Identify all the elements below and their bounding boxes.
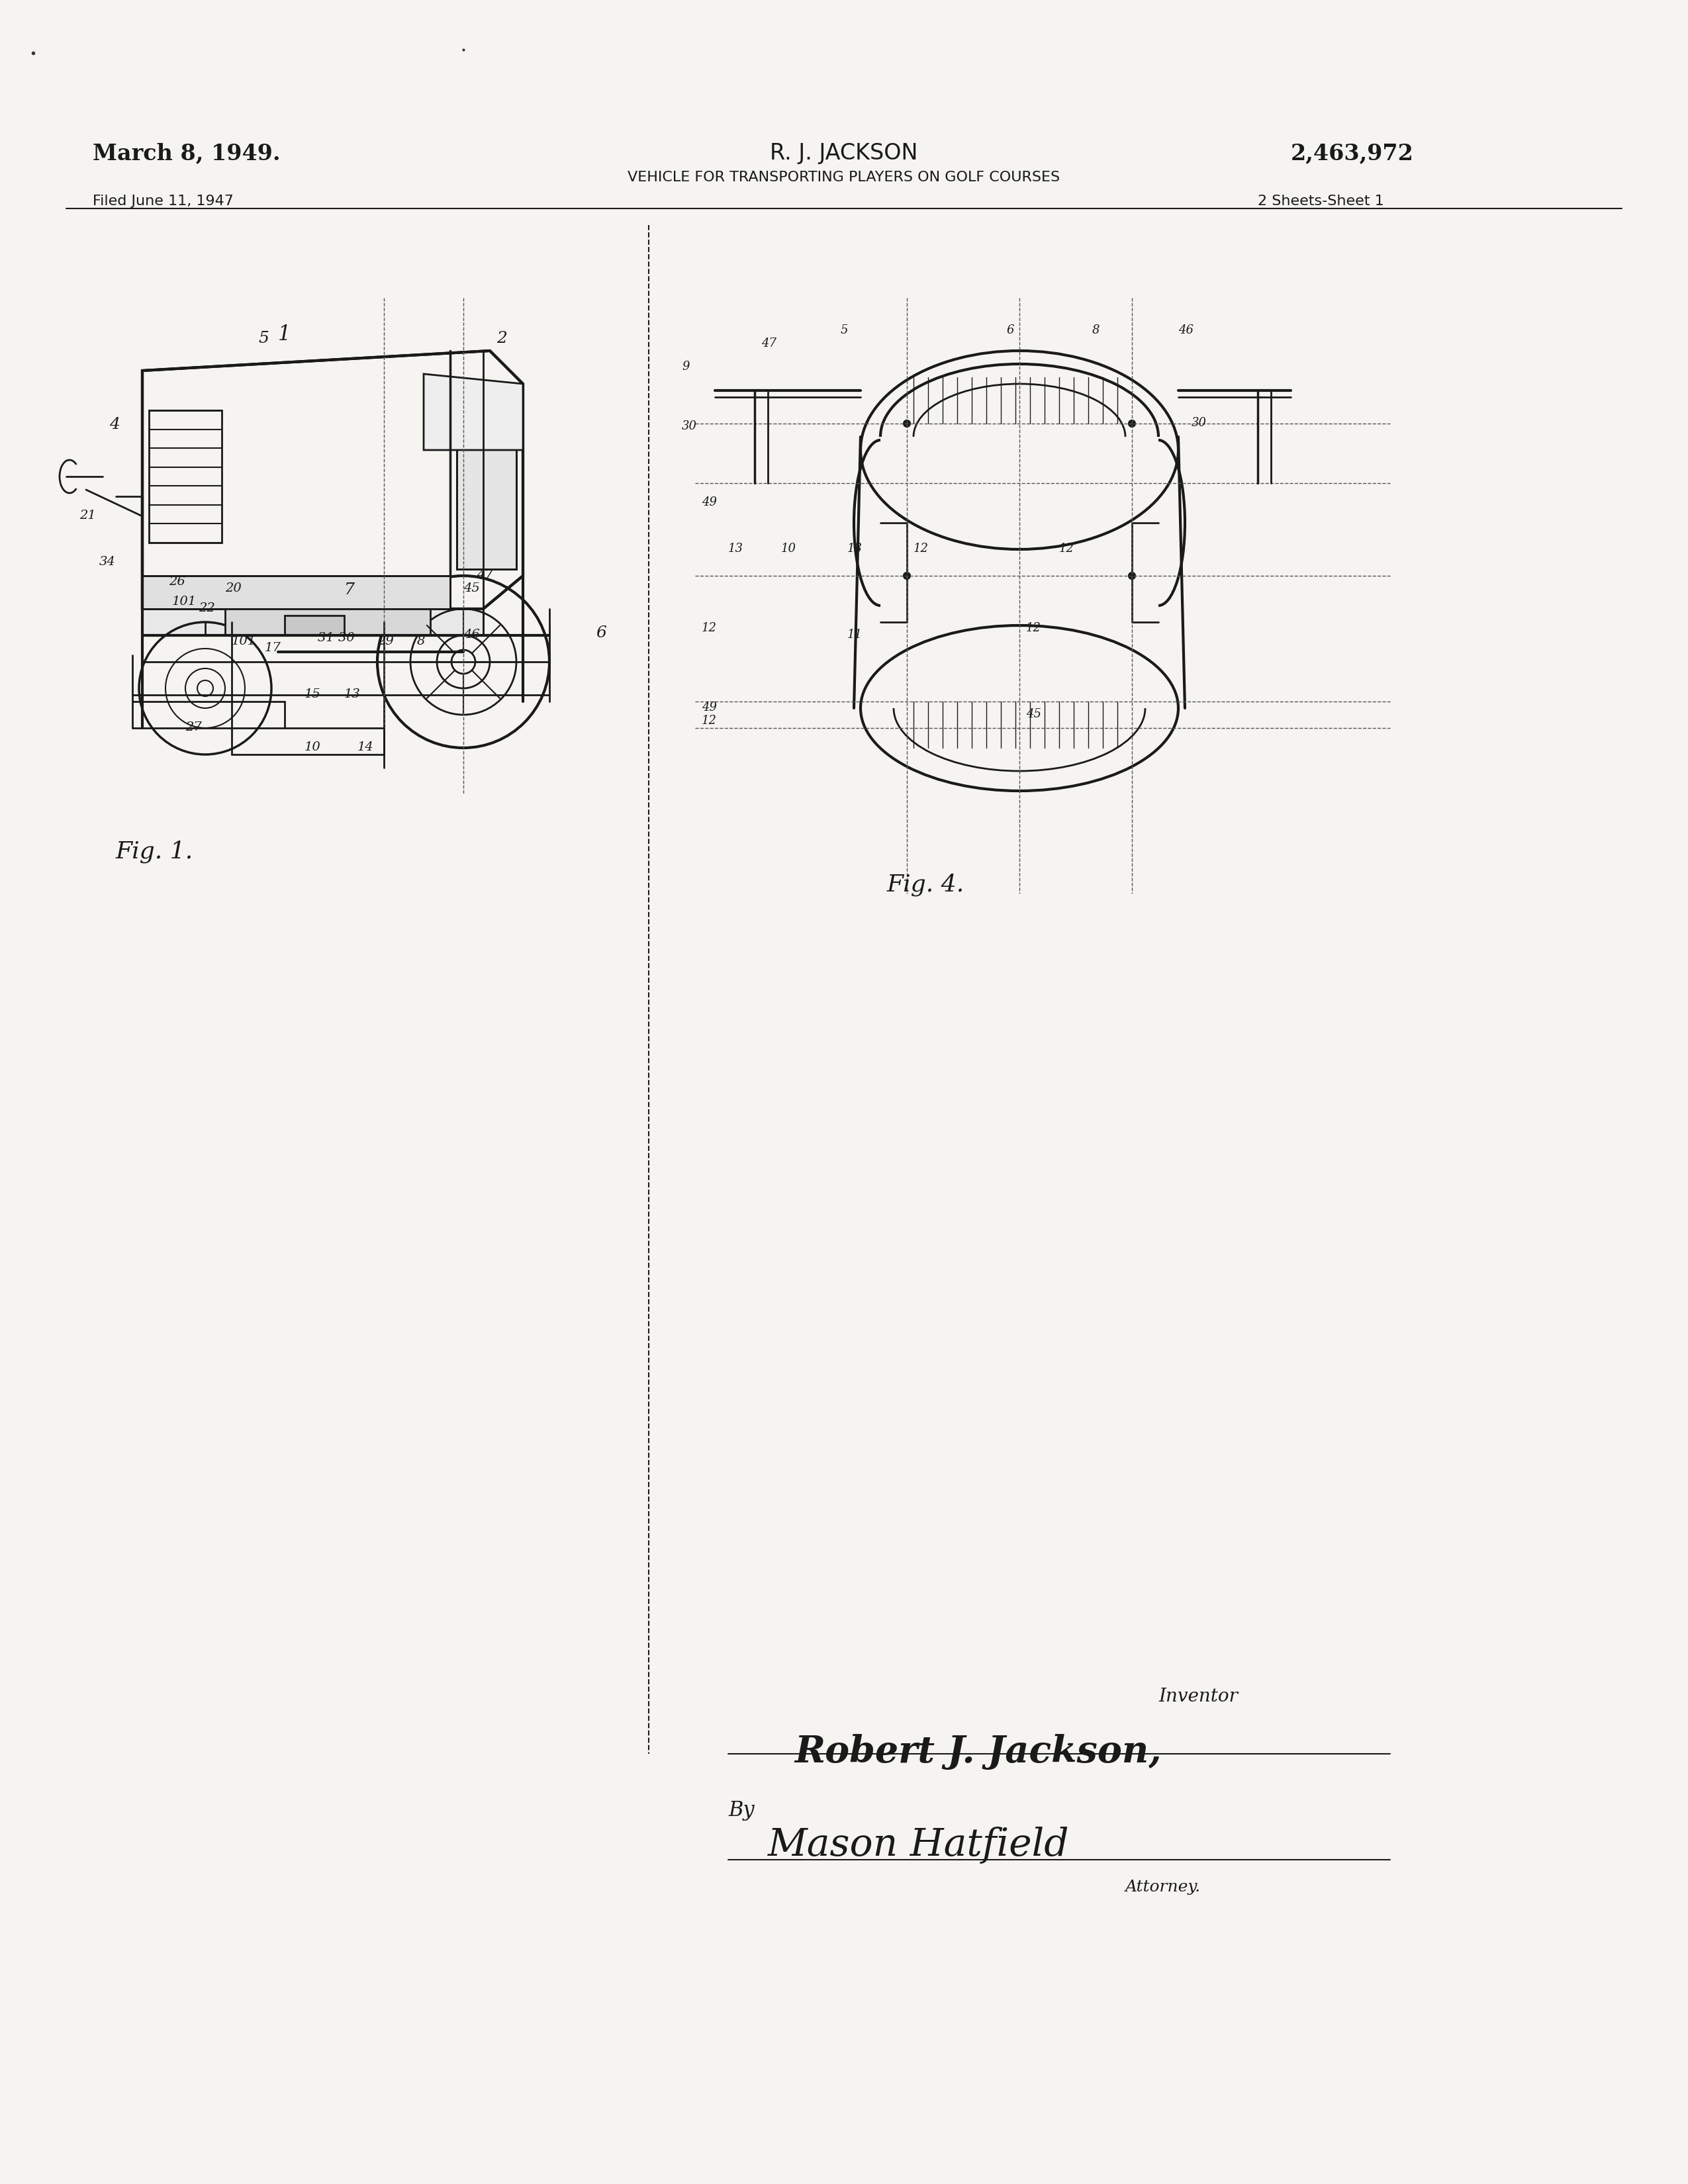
Text: 49: 49 bbox=[702, 701, 717, 714]
Text: 101: 101 bbox=[231, 636, 257, 646]
Text: 29: 29 bbox=[378, 636, 393, 646]
Text: 22: 22 bbox=[199, 603, 214, 614]
Text: 8: 8 bbox=[417, 636, 425, 646]
Text: 6: 6 bbox=[596, 625, 606, 640]
Text: Filed June 11, 1947: Filed June 11, 1947 bbox=[93, 194, 233, 207]
Circle shape bbox=[903, 572, 910, 579]
Polygon shape bbox=[285, 616, 344, 636]
Text: 13: 13 bbox=[728, 542, 743, 555]
Text: VEHICLE FOR TRANSPORTING PLAYERS ON GOLF COURSES: VEHICLE FOR TRANSPORTING PLAYERS ON GOLF… bbox=[628, 170, 1060, 183]
Text: 12: 12 bbox=[1026, 622, 1041, 633]
Circle shape bbox=[1129, 572, 1136, 579]
Text: Mason Hatfield: Mason Hatfield bbox=[768, 1826, 1070, 1863]
Text: Fig. 4.: Fig. 4. bbox=[886, 874, 964, 895]
Polygon shape bbox=[142, 577, 451, 609]
Text: 2,463,972: 2,463,972 bbox=[1291, 142, 1415, 164]
Text: 10: 10 bbox=[304, 740, 321, 753]
Text: 1: 1 bbox=[279, 323, 290, 345]
Text: 2: 2 bbox=[496, 332, 506, 345]
Polygon shape bbox=[225, 609, 430, 636]
Text: 12: 12 bbox=[1058, 542, 1074, 555]
Text: 49: 49 bbox=[702, 496, 717, 509]
Text: 12: 12 bbox=[702, 714, 717, 727]
Bar bbox=[149, 411, 221, 542]
Text: 47: 47 bbox=[761, 339, 776, 349]
Text: 46: 46 bbox=[464, 629, 479, 640]
Text: R. J. JACKSON: R. J. JACKSON bbox=[770, 142, 918, 164]
Text: 11: 11 bbox=[847, 629, 863, 640]
Text: 4: 4 bbox=[110, 417, 120, 432]
Text: 21: 21 bbox=[79, 509, 96, 522]
Text: 101: 101 bbox=[172, 596, 197, 607]
Text: March 8, 1949.: March 8, 1949. bbox=[93, 142, 280, 164]
Text: 27: 27 bbox=[186, 721, 203, 734]
Text: 31 30: 31 30 bbox=[317, 631, 354, 644]
Text: By: By bbox=[728, 1800, 755, 1821]
Polygon shape bbox=[142, 352, 523, 609]
Circle shape bbox=[1129, 419, 1136, 426]
Polygon shape bbox=[457, 411, 517, 570]
Text: 8: 8 bbox=[1092, 323, 1101, 336]
Text: 12: 12 bbox=[702, 622, 717, 633]
Polygon shape bbox=[142, 609, 483, 636]
Text: 17: 17 bbox=[265, 642, 282, 653]
Text: 9: 9 bbox=[682, 360, 689, 373]
Text: 13: 13 bbox=[344, 688, 361, 701]
Text: Inventor: Inventor bbox=[1158, 1688, 1237, 1706]
Circle shape bbox=[903, 419, 910, 426]
Text: Robert J. Jackson,: Robert J. Jackson, bbox=[795, 1734, 1161, 1771]
Text: 15: 15 bbox=[304, 688, 321, 701]
Text: 45: 45 bbox=[1026, 708, 1041, 721]
Text: 26: 26 bbox=[169, 577, 186, 587]
Text: 5: 5 bbox=[258, 332, 268, 345]
Text: 5: 5 bbox=[841, 323, 849, 336]
Text: 34: 34 bbox=[100, 557, 116, 568]
Text: 2 Sheets-Sheet 1: 2 Sheets-Sheet 1 bbox=[1258, 194, 1384, 207]
Text: 20: 20 bbox=[225, 583, 241, 594]
Text: 46: 46 bbox=[1178, 323, 1193, 336]
Text: 6: 6 bbox=[1006, 323, 1014, 336]
Text: 45: 45 bbox=[464, 583, 479, 594]
Text: 12: 12 bbox=[913, 542, 928, 555]
Text: 47: 47 bbox=[476, 570, 493, 581]
Text: 7: 7 bbox=[344, 583, 354, 598]
Polygon shape bbox=[424, 373, 523, 450]
Text: 14: 14 bbox=[358, 740, 373, 753]
Text: 30: 30 bbox=[1192, 417, 1207, 428]
Text: 13: 13 bbox=[847, 542, 863, 555]
Text: 10: 10 bbox=[782, 542, 797, 555]
Text: 30: 30 bbox=[682, 419, 697, 432]
Text: Fig. 1.: Fig. 1. bbox=[116, 841, 194, 863]
Text: Attorney.: Attorney. bbox=[1126, 1880, 1200, 1896]
